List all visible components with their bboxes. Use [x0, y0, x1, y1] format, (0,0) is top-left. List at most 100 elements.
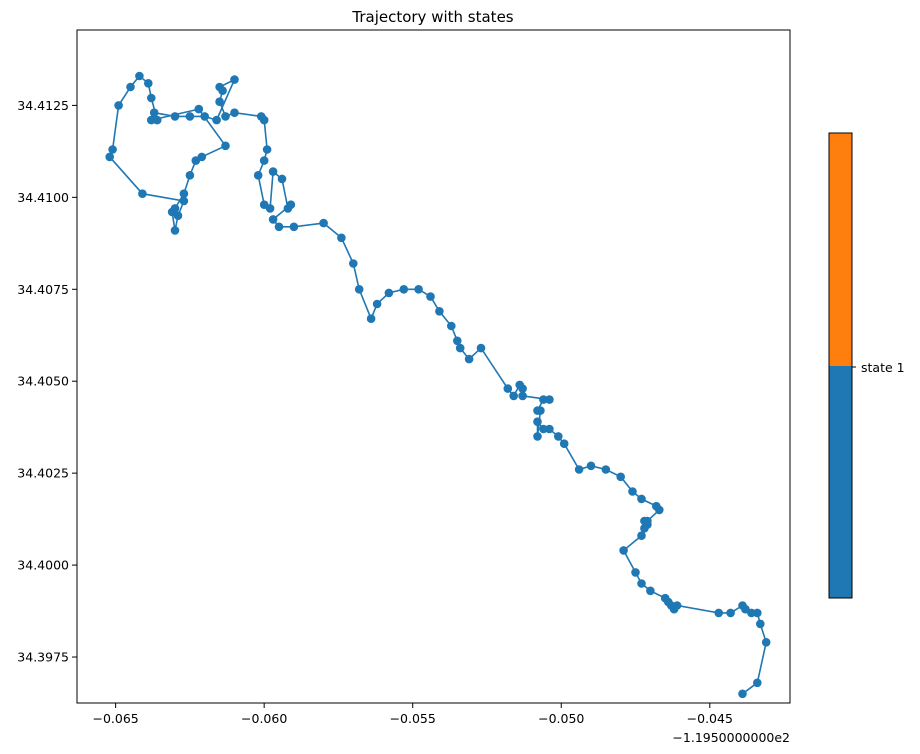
trajectory-point: [126, 82, 135, 92]
x-tick-label: −0.060: [241, 711, 287, 726]
colorbar-frame: [828, 132, 853, 599]
state-colorbar: state 1: [828, 132, 905, 599]
trajectory-point: [259, 156, 269, 165]
trajectory-point: [643, 516, 652, 526]
trajectory-point: [185, 171, 195, 180]
trajectory-point: [283, 204, 293, 213]
trajectory-point: [215, 97, 224, 106]
trajectory-point: [574, 465, 584, 474]
trajectory-point: [253, 171, 263, 180]
trajectory-point: [476, 343, 486, 353]
trajectory-point: [637, 579, 646, 588]
trajectory-points: [105, 71, 771, 699]
trajectory-point: [185, 112, 195, 121]
y-tick-label: 34.4075: [17, 282, 69, 297]
x-tick-label: −0.045: [687, 711, 733, 726]
trajectory-point: [637, 531, 646, 540]
trajectory-point: [447, 321, 456, 331]
trajectory-point: [533, 417, 542, 427]
trajectory-point: [152, 115, 162, 125]
colorbar-segment-lower: [829, 366, 852, 598]
trajectory-point: [221, 112, 230, 121]
trajectory-point: [268, 167, 278, 176]
trajectory-point: [714, 608, 723, 618]
trajectory-point: [559, 439, 569, 449]
trajectory-point: [108, 145, 117, 154]
trajectory-point: [453, 336, 462, 346]
trajectory-point: [414, 285, 423, 294]
trajectory-point: [738, 689, 747, 699]
trajectory-point: [179, 189, 189, 198]
plot-frame: [76, 29, 791, 704]
trajectory-point: [601, 465, 611, 474]
trajectory-point: [230, 108, 239, 117]
trajectory-point: [147, 115, 156, 125]
x-axis: −0.065 −0.060 −0.055 −0.050 −0.045: [92, 703, 733, 726]
y-axis: 34.3975 34.4000 34.4025 34.4050 34.4075 34.41…: [17, 98, 77, 665]
trajectory-point: [149, 108, 159, 117]
trajectory-point: [215, 82, 224, 92]
trajectory-point: [105, 152, 114, 162]
trajectory-point: [586, 461, 596, 471]
trajectory-point: [503, 384, 513, 393]
x-axis-offset-label: −1.1950000000e2: [672, 730, 790, 745]
trajectory-point: [533, 406, 542, 415]
x-tick-label: −0.050: [538, 711, 584, 726]
trajectory-point: [539, 424, 548, 434]
trajectory-point: [221, 141, 230, 151]
trajectory-point: [289, 222, 299, 232]
y-tick-label: 34.4125: [17, 98, 69, 113]
trajectory-point: [277, 174, 287, 184]
y-tick-label: 34.4025: [17, 466, 69, 481]
trajectory-point: [628, 487, 637, 496]
trajectory-point: [539, 395, 548, 404]
trajectory-point: [147, 93, 156, 103]
x-tick-label: −0.055: [390, 711, 436, 726]
trajectory-point: [399, 285, 409, 294]
trajectory-point: [518, 391, 527, 401]
trajectory-point: [616, 472, 625, 482]
trajectory-point: [545, 395, 554, 404]
trajectory-point: [259, 200, 269, 209]
trajectory-point: [455, 343, 465, 353]
colorbar-tick-label-state-1: state 1: [861, 360, 905, 375]
trajectory-point: [230, 75, 239, 84]
colorbar-segment-upper: [829, 133, 852, 366]
trajectory-point: [262, 145, 272, 154]
trajectory-point: [256, 112, 266, 121]
y-tick-label: 34.4100: [17, 190, 69, 205]
trajectory-point: [179, 196, 189, 206]
trajectory-point: [545, 424, 554, 434]
trajectory-point: [114, 101, 123, 110]
trajectory-point: [509, 391, 518, 401]
trajectory-point: [366, 314, 376, 324]
trajectory-point: [515, 380, 524, 390]
trajectory-point: [138, 189, 147, 198]
trajectory-point: [212, 115, 221, 125]
trajectory-point: [753, 608, 762, 618]
trajectory-point: [435, 307, 444, 316]
plot-area: [76, 29, 791, 704]
trajectory-point: [652, 501, 661, 511]
trajectory-point: [753, 678, 762, 688]
trajectory-point: [354, 285, 364, 294]
trajectory-point: [738, 601, 747, 610]
trajectory-point: [637, 494, 646, 504]
trajectory-point: [197, 152, 207, 162]
trajectory-point: [372, 299, 382, 309]
trajectory-point: [319, 218, 328, 228]
trajectory-point: [144, 79, 153, 88]
trajectory-point: [337, 233, 346, 243]
trajectory-point: [274, 222, 284, 232]
trajectory-point: [464, 354, 474, 364]
trajectory-point: [756, 619, 765, 629]
trajectory-point: [619, 546, 628, 555]
trajectory-point: [170, 204, 180, 213]
trajectory-point: [170, 226, 180, 235]
trajectory-point: [660, 593, 670, 603]
trajectory-point: [761, 638, 771, 647]
trajectory-point: [170, 112, 180, 121]
trajectory-point: [349, 259, 358, 268]
trajectory-point: [426, 292, 435, 301]
